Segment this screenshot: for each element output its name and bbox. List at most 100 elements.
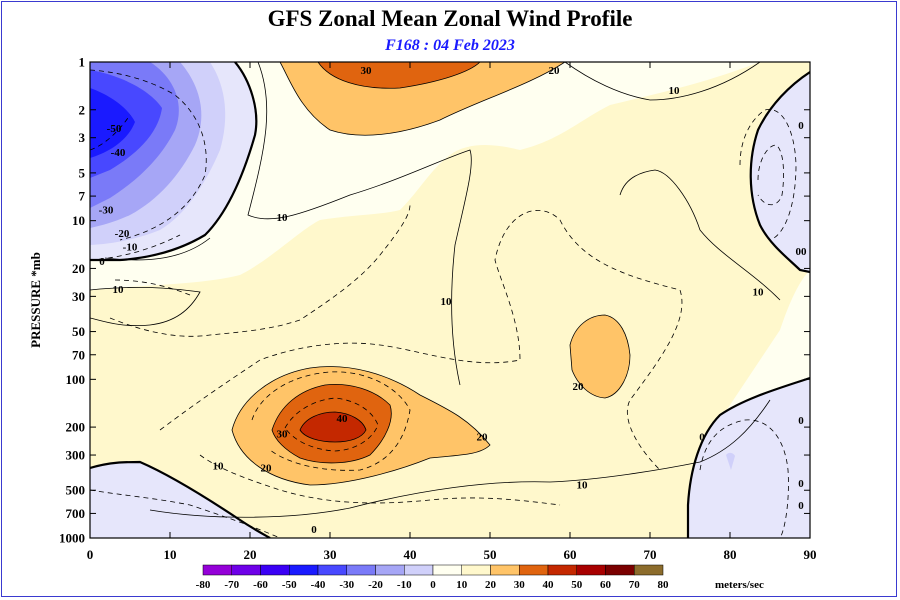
y-tick-label: 10 xyxy=(72,213,85,228)
y-tick-label: 50 xyxy=(72,324,85,339)
contour-label: 0 xyxy=(798,500,804,512)
legend-unit: meters/sec xyxy=(715,579,764,591)
contour-label: 20 xyxy=(573,381,585,393)
contour-label: -10 xyxy=(123,241,138,253)
x-tick-label: 10 xyxy=(164,547,177,562)
x-tick-label: 50 xyxy=(484,547,497,562)
y-tick-label: 1000 xyxy=(59,531,85,546)
legend-level-label: -20 xyxy=(368,579,383,591)
contour-label: -50 xyxy=(107,123,122,135)
zero-contours xyxy=(90,62,810,538)
y-tick-label: 700 xyxy=(66,506,86,521)
contour-label: 20 xyxy=(261,463,273,475)
y-tick-label: 30 xyxy=(72,289,85,304)
region-neg-west-bottom xyxy=(90,462,270,538)
legend-swatch xyxy=(576,564,606,576)
dashed-contours xyxy=(90,69,797,538)
x-tick-label: 30 xyxy=(324,547,337,562)
color-legend: -80 -70 -60 -50 -40 -30 -20 -10 0 10 20 30 40 50 60 70 8… xyxy=(196,564,764,591)
legend-level-label: 40 xyxy=(543,579,555,591)
legend-level-label: -30 xyxy=(339,579,354,591)
legend-swatch xyxy=(404,564,434,576)
legend-level-label: 0 xyxy=(430,579,436,591)
legend-level-label: -50 xyxy=(282,579,297,591)
contour-label: 00 xyxy=(796,246,808,258)
plot-border xyxy=(89,61,811,539)
legend-level-label: -10 xyxy=(397,579,412,591)
solid-contours xyxy=(90,62,781,518)
legend-swatch xyxy=(519,564,549,576)
legend-level-label: 80 xyxy=(658,579,670,591)
contour-label: 40 xyxy=(337,413,349,425)
legend-level-label: 70 xyxy=(629,579,641,591)
contour-label: 0 xyxy=(798,478,804,490)
legend-swatch xyxy=(490,564,520,576)
y-tick-label: 200 xyxy=(66,420,86,435)
contour-label: 0 xyxy=(798,120,804,132)
y-tick-label: 7 xyxy=(79,189,86,204)
legend-swatch xyxy=(346,564,376,576)
legend-swatch xyxy=(547,564,577,576)
legend-level-label: -80 xyxy=(196,579,211,591)
contour-label: 0 xyxy=(311,524,317,536)
y-tick-label: 500 xyxy=(66,483,86,498)
contour-label: 10 xyxy=(753,287,765,299)
legend-level-label: 50 xyxy=(571,579,583,591)
legend-swatch xyxy=(289,564,319,576)
y-tick-label: 300 xyxy=(66,448,86,463)
legend-swatch xyxy=(605,564,635,576)
contour-label: 10 xyxy=(441,296,453,308)
chart-subtitle: F168 : 04 Feb 2023 xyxy=(385,37,515,54)
legend-level-label: -60 xyxy=(253,579,268,591)
contour-label: 0 xyxy=(798,415,804,427)
y-tick-label: 3 xyxy=(79,130,86,145)
legend-swatch xyxy=(260,564,290,576)
contour-label: 0 xyxy=(699,432,705,444)
y-tick-label: 2 xyxy=(79,102,86,117)
legend-level-label: -40 xyxy=(311,579,326,591)
y-tick-label: 20 xyxy=(72,261,85,276)
legend-swatch xyxy=(375,564,405,576)
contour-label: 20 xyxy=(477,432,489,444)
y-tick-label: 70 xyxy=(72,347,85,362)
y-tick-label: 5 xyxy=(79,165,86,180)
contour-label: -30 xyxy=(99,204,114,216)
contour-label: 0 xyxy=(99,256,105,268)
contour-label: 10 xyxy=(277,212,289,224)
legend-swatch xyxy=(634,564,664,576)
region-30-40-top xyxy=(318,62,480,89)
legend-level-label: 20 xyxy=(485,579,497,591)
x-tick-label: 60 xyxy=(564,547,577,562)
region-neg20-east-bottom xyxy=(726,452,735,470)
contour-label: 10 xyxy=(577,479,589,491)
region-20-30-east xyxy=(570,315,630,398)
region-neg-top-west-60 xyxy=(90,88,135,158)
region-40-50-mid xyxy=(300,412,366,442)
y-tick-label: 1 xyxy=(79,55,86,70)
y-tick-label: 100 xyxy=(66,372,86,387)
x-tick-label: 80 xyxy=(724,547,737,562)
contour-label: 30 xyxy=(277,429,289,441)
contour-label: 10 xyxy=(669,85,681,97)
contour-label: -20 xyxy=(115,228,130,240)
contour-label: 30 xyxy=(361,65,373,77)
region-neg-east-top xyxy=(750,72,810,272)
x-tick-label: 40 xyxy=(404,547,417,562)
legend-swatch xyxy=(432,564,462,576)
x-axis: 0 10 20 30 40 50 60 70 80 90 xyxy=(87,62,817,562)
x-tick-label: 90 xyxy=(804,547,817,562)
legend-level-label: 30 xyxy=(514,579,526,591)
x-tick-label: 0 xyxy=(87,547,94,562)
legend-level-label: 10 xyxy=(456,579,468,591)
legend-level-label: 60 xyxy=(600,579,612,591)
legend-swatch xyxy=(317,564,347,576)
contour-label: -40 xyxy=(111,147,126,159)
legend-swatch xyxy=(202,564,232,576)
x-tick-label: 20 xyxy=(244,547,257,562)
contour-label: 20 xyxy=(549,65,561,77)
legend-level-label: -70 xyxy=(224,579,239,591)
